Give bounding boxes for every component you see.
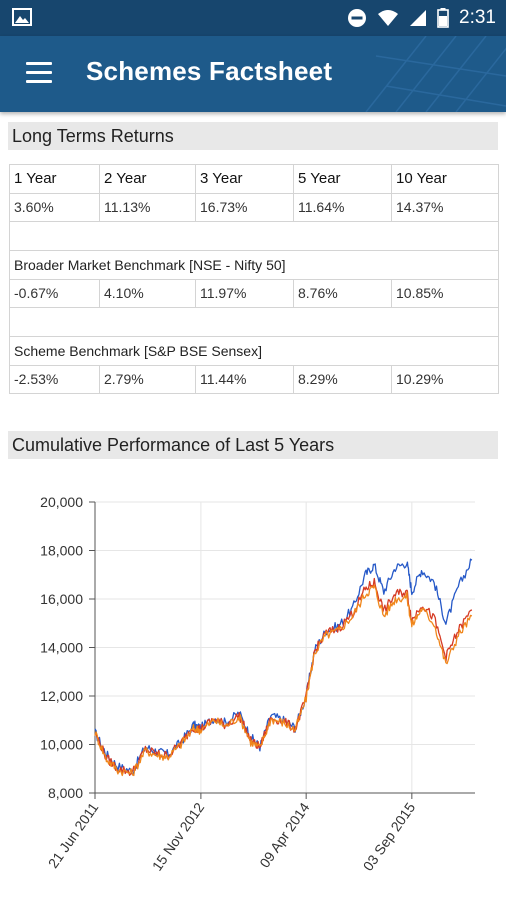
signal-icon (410, 10, 427, 26)
period-header: 5 Year (293, 164, 392, 194)
y-tick-label: 14,000 (40, 640, 83, 656)
table-row-periods: 1 Year 2 Year 3 Year 5 Year 10 Year (9, 164, 499, 194)
return-cell: 11.64% (293, 192, 392, 222)
status-time: 2:31 (459, 7, 496, 28)
app-bar: Schemes Factsheet (0, 36, 506, 112)
hamburger-menu-icon (26, 62, 52, 65)
scheme-benchmark-label: Scheme Benchmark [S&P BSE Sensex] (9, 336, 499, 366)
broader-benchmark-label: Broader Market Benchmark [NSE - Nifty 50… (9, 250, 499, 280)
period-header: 2 Year (99, 164, 196, 194)
series-line-blue (94, 558, 473, 776)
long-term-returns-heading: Long Terms Returns (8, 122, 498, 150)
menu-button[interactable] (20, 58, 56, 90)
period-header: 3 Year (195, 164, 294, 194)
wifi-icon (378, 10, 399, 26)
x-tick-label: 09 Apr 2014 (256, 799, 313, 870)
header-background-pattern (365, 36, 506, 112)
y-tick-label: 20,000 (40, 494, 83, 510)
period-header: 1 Year (9, 164, 100, 194)
status-bar: 2:31 (0, 0, 506, 36)
cumulative-performance-heading: Cumulative Performance of Last 5 Years (8, 431, 498, 459)
return-cell: -2.53% (9, 364, 100, 394)
return-cell: -0.67% (9, 278, 100, 308)
return-cell: 11.13% (99, 192, 196, 222)
return-cell: 11.97% (195, 278, 294, 308)
table-row-spacer (9, 307, 499, 337)
table-row-scheme-benchmark-label: Scheme Benchmark [S&P BSE Sensex] (9, 336, 499, 366)
y-tick-label: 12,000 (40, 688, 83, 704)
table-row-scheme-returns: 3.60% 11.13% 16.73% 11.64% 14.37% (9, 192, 499, 222)
series-line-red (94, 577, 473, 776)
do-not-disturb-icon (348, 9, 367, 27)
table-row-broader-benchmark-returns: -0.67% 4.10% 11.97% 8.76% 10.85% (9, 278, 499, 308)
return-cell: 10.85% (391, 278, 499, 308)
period-header: 10 Year (391, 164, 499, 194)
x-tick-label: 03 Sep 2015 (360, 799, 419, 873)
return-cell: 4.10% (99, 278, 196, 308)
return-cell: 10.29% (391, 364, 499, 394)
return-cell: 14.37% (391, 192, 499, 222)
table-row-broader-benchmark-label: Broader Market Benchmark [NSE - Nifty 50… (9, 250, 499, 280)
series-line-orange (94, 584, 473, 777)
y-tick-label: 18,000 (40, 543, 83, 559)
returns-table: 1 Year 2 Year 3 Year 5 Year 10 Year 3.60… (9, 164, 499, 394)
battery-icon (437, 8, 449, 28)
return-cell: 3.60% (9, 192, 100, 222)
x-tick-label: 21 Jun 2011 (45, 799, 102, 871)
y-tick-label: 16,000 (40, 591, 83, 607)
page-title: Schemes Factsheet (86, 56, 333, 86)
gallery-icon (12, 8, 32, 26)
table-row-spacer (9, 221, 499, 251)
cumulative-performance-chart: 8,000 10,000 12,000 14,000 16,000 18,000 20,00… (40, 494, 475, 874)
y-tick-label: 10,000 (40, 737, 83, 753)
return-cell: 8.29% (293, 364, 392, 394)
return-cell: 11.44% (195, 364, 294, 394)
return-cell: 16.73% (195, 192, 294, 222)
return-cell: 2.79% (99, 364, 196, 394)
x-tick-label: 15 Nov 2012 (149, 799, 208, 873)
table-row-scheme-benchmark-returns: -2.53% 2.79% 11.44% 8.29% 10.29% (9, 364, 499, 394)
return-cell: 8.76% (293, 278, 392, 308)
y-tick-label: 8,000 (48, 785, 83, 801)
